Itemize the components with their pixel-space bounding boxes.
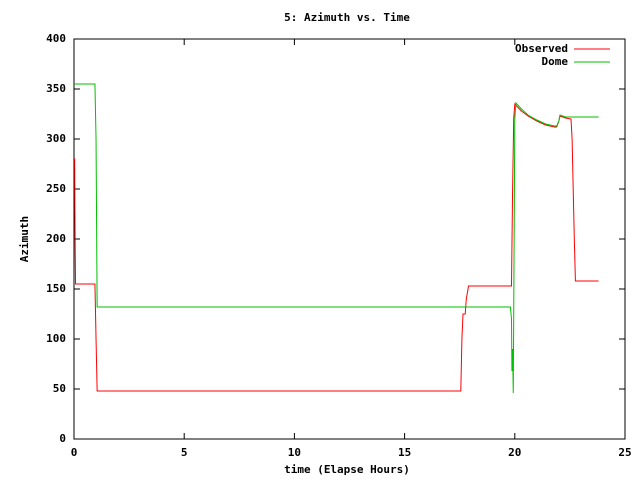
x-tick-label: 10 bbox=[288, 446, 301, 459]
y-tick-label: 400 bbox=[46, 32, 66, 45]
y-tick-label: 350 bbox=[46, 82, 66, 95]
x-tick-label: 25 bbox=[618, 446, 631, 459]
y-axis-label: Azimuth bbox=[18, 216, 31, 262]
x-tick-label: 20 bbox=[508, 446, 521, 459]
y-tick-label: 250 bbox=[46, 182, 66, 195]
legend-label: Dome bbox=[542, 55, 569, 68]
series-line bbox=[74, 102, 599, 392]
chart-title: 5: Azimuth vs. Time bbox=[284, 11, 410, 24]
x-tick-label: 5 bbox=[181, 446, 188, 459]
y-tick-label: 100 bbox=[46, 332, 66, 345]
y-tick-label: 50 bbox=[53, 382, 66, 395]
legend-label: Observed bbox=[515, 42, 568, 55]
x-tick-label: 15 bbox=[398, 446, 411, 459]
series-line bbox=[74, 83, 599, 394]
y-tick-label: 200 bbox=[46, 232, 66, 245]
x-axis-label: time (Elapse Hours) bbox=[284, 463, 410, 476]
y-tick-label: 300 bbox=[46, 132, 66, 145]
y-tick-label: 0 bbox=[59, 432, 66, 445]
y-tick-label: 150 bbox=[46, 282, 66, 295]
x-tick-label: 0 bbox=[71, 446, 78, 459]
